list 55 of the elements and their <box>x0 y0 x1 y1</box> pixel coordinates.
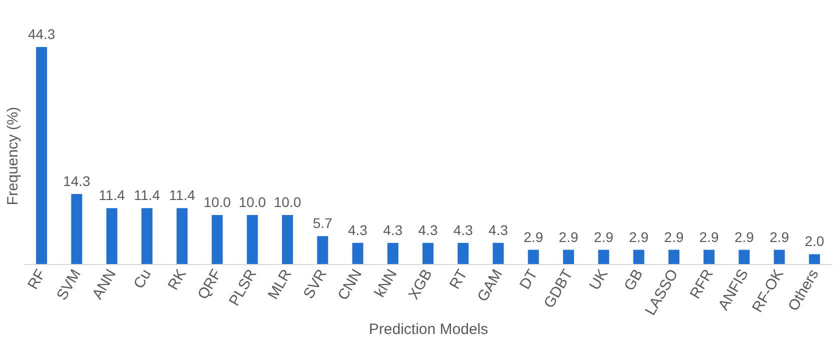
data-label: 4.3 <box>348 222 368 238</box>
bar <box>458 242 469 264</box>
bar <box>774 250 785 264</box>
data-label: 4.3 <box>453 222 474 238</box>
data-label: 2.0 <box>804 233 824 250</box>
bar <box>492 242 504 264</box>
data-label: 5.7 <box>312 215 333 232</box>
data-label: 11.4 <box>134 187 160 204</box>
bar <box>317 236 328 264</box>
data-label: 2.9 <box>524 228 544 245</box>
data-label: 11.4 <box>168 187 196 204</box>
bar <box>563 250 574 264</box>
data-label: 2.9 <box>770 228 790 245</box>
data-label: 14.3 <box>63 172 91 189</box>
data-label: 10.0 <box>274 194 302 210</box>
y-axis-title: Frequency (%) <box>4 106 22 206</box>
data-label: 4.3 <box>488 222 508 238</box>
x-tick-label: GB <box>621 266 647 294</box>
data-label: 10.0 <box>238 194 266 210</box>
data-label: 2.9 <box>699 228 719 245</box>
bar <box>668 250 680 264</box>
bar <box>808 254 820 264</box>
x-tick-label: UK <box>586 266 612 294</box>
data-label: 11.4 <box>98 187 126 204</box>
bar <box>422 242 434 264</box>
bar <box>352 242 364 264</box>
bar <box>633 250 644 264</box>
bar <box>387 242 398 264</box>
x-tick-label: RT <box>446 266 471 292</box>
x-tick-label: Cu <box>130 266 155 292</box>
bar <box>598 250 610 264</box>
bar <box>141 208 152 264</box>
bar <box>528 250 539 264</box>
data-label: 2.9 <box>558 228 578 245</box>
data-label: 44.3 <box>28 26 56 42</box>
x-axis-title: Prediction Models <box>368 320 488 338</box>
data-label: 4.3 <box>418 222 438 238</box>
x-tick-label: DT <box>516 266 542 292</box>
bar <box>106 208 118 264</box>
bar <box>738 250 750 264</box>
bar <box>212 215 223 264</box>
data-label: 2.9 <box>629 228 649 245</box>
data-label: 10.0 <box>204 194 232 210</box>
bar <box>36 47 48 264</box>
bar <box>176 208 188 264</box>
bar <box>282 215 293 264</box>
bar <box>71 194 82 264</box>
data-label: 2.9 <box>594 228 614 245</box>
data-label: 2.9 <box>734 228 754 245</box>
x-tick-label: RF <box>24 266 50 292</box>
data-label: 4.3 <box>383 222 403 238</box>
x-tick-label: RK <box>164 266 190 294</box>
data-label: 2.9 <box>664 228 684 245</box>
bar <box>246 215 258 264</box>
bar <box>704 250 715 264</box>
